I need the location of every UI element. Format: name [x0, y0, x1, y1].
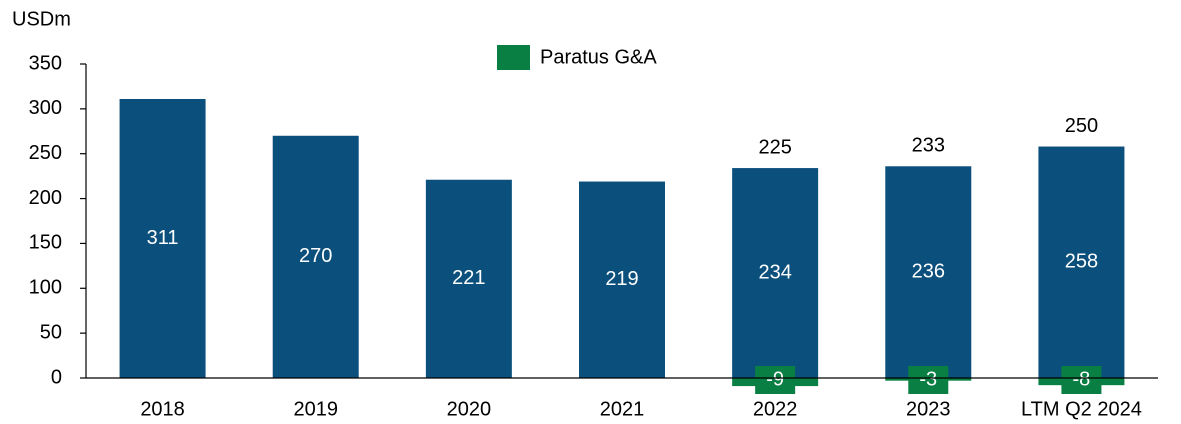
- data-label: -3: [919, 368, 937, 390]
- total-label: 250: [1065, 115, 1098, 137]
- data-label-bg: [755, 366, 796, 394]
- y-tick-label: 300: [29, 97, 62, 119]
- data-label-bg: [908, 366, 949, 394]
- y-axis-label: USDm: [12, 8, 71, 30]
- data-label: 270: [299, 245, 332, 267]
- total-label: 233: [912, 135, 945, 157]
- x-tick-label: 2019: [293, 398, 338, 420]
- bar: [579, 181, 665, 378]
- legend-swatch: [497, 45, 530, 70]
- data-label: 219: [605, 268, 638, 290]
- bar: [732, 168, 819, 378]
- legend-label: Paratus G&A: [540, 46, 657, 68]
- data-label: 258: [1065, 251, 1098, 273]
- x-tick-label: 2022: [753, 398, 798, 420]
- y-tick-label: 200: [29, 187, 62, 209]
- data-label: 221: [452, 267, 485, 289]
- x-tick-label: 2018: [140, 398, 185, 420]
- bar: [1038, 146, 1125, 378]
- data-label: -8: [1073, 368, 1091, 390]
- y-tick-label: 100: [29, 277, 62, 299]
- bar: [885, 166, 972, 378]
- bar: [272, 135, 359, 378]
- data-label: 234: [758, 261, 791, 283]
- x-tick-label: 2021: [600, 398, 645, 420]
- x-tick-label: 2020: [447, 398, 492, 420]
- y-tick-label: 150: [29, 232, 62, 254]
- x-tick-label: 2023: [906, 398, 951, 420]
- y-tick-label: 50: [40, 321, 62, 343]
- data-label: -9: [766, 368, 784, 390]
- y-tick-label: 0: [51, 366, 62, 388]
- data-label-bg: [1061, 366, 1102, 394]
- y-tick-label: 350: [29, 52, 62, 74]
- bar: [119, 98, 206, 378]
- data-label: 311: [147, 227, 179, 249]
- total-label: 225: [758, 136, 791, 158]
- bar: [425, 179, 512, 378]
- x-tick-label: LTM Q2 2024: [1021, 398, 1142, 420]
- data-label: 236: [912, 260, 945, 282]
- y-tick-label: 250: [29, 142, 62, 164]
